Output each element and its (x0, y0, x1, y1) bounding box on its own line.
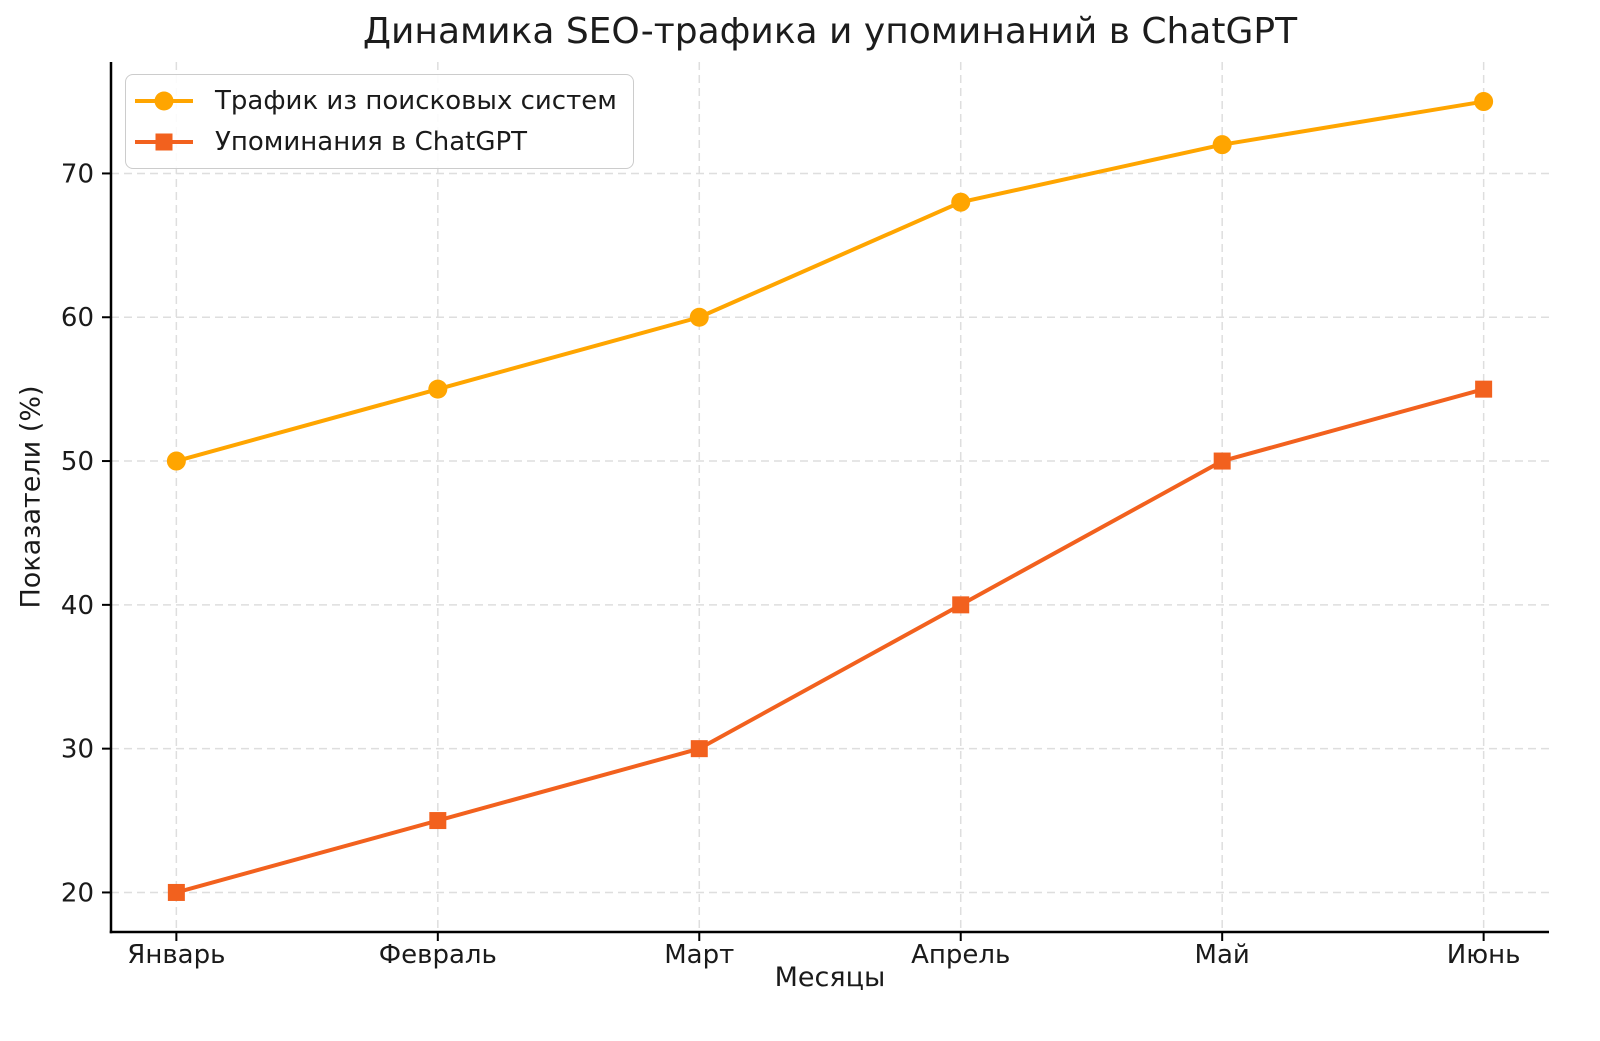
data-point-square (1213, 452, 1231, 470)
y-tick-label: 40 (61, 591, 94, 621)
data-point-circle (1474, 92, 1494, 112)
data-point-circle (689, 307, 709, 327)
legend-label-search-traffic: Трафик из поисковых систем (215, 86, 617, 116)
y-axis-label: Показатели (%) (15, 385, 47, 609)
series-line-1 (174, 387, 1486, 895)
data-point-circle (166, 451, 186, 471)
data-point-square (952, 596, 970, 614)
x-axis-label: Месяцы (774, 962, 886, 993)
square-marker-icon (155, 133, 173, 151)
legend-label-chatgpt-mentions: Упоминания в ChatGPT (215, 127, 528, 157)
y-tick-label: 20 (61, 878, 94, 908)
y-tick-label: 60 (61, 303, 94, 333)
data-point-square (429, 812, 447, 830)
data-point-square (167, 883, 185, 901)
series-line-0 (174, 99, 1486, 464)
y-tick-label: 70 (61, 159, 94, 189)
legend-item-search-traffic: Трафик из поисковых систем (135, 84, 617, 118)
chart-title: Динамика SEO-трафика и упоминаний в Chat… (362, 11, 1298, 52)
data-point-circle (428, 379, 448, 399)
x-tick-label: Апрель (911, 940, 1010, 970)
legend: Трафик из поисковых систем Упоминания в … (125, 74, 634, 169)
x-tick-label: Март (664, 940, 734, 970)
y-tick-label: 30 (61, 735, 94, 765)
x-tick-label: Май (1195, 940, 1250, 970)
legend-item-chatgpt-mentions: Упоминания в ChatGPT (135, 125, 617, 159)
y-tick-label: 50 (61, 447, 94, 477)
data-point-square (1475, 380, 1493, 398)
x-tick-label: Январь (127, 940, 225, 970)
data-point-circle (1212, 135, 1232, 155)
data-point-square (690, 740, 708, 758)
line-circle-marker-icon (135, 90, 193, 112)
line-square-marker-icon (135, 131, 193, 153)
x-tick-label: Февраль (379, 940, 497, 970)
circle-marker-icon (154, 91, 174, 111)
x-tick-label: Июнь (1447, 940, 1521, 970)
data-point-circle (951, 192, 971, 212)
